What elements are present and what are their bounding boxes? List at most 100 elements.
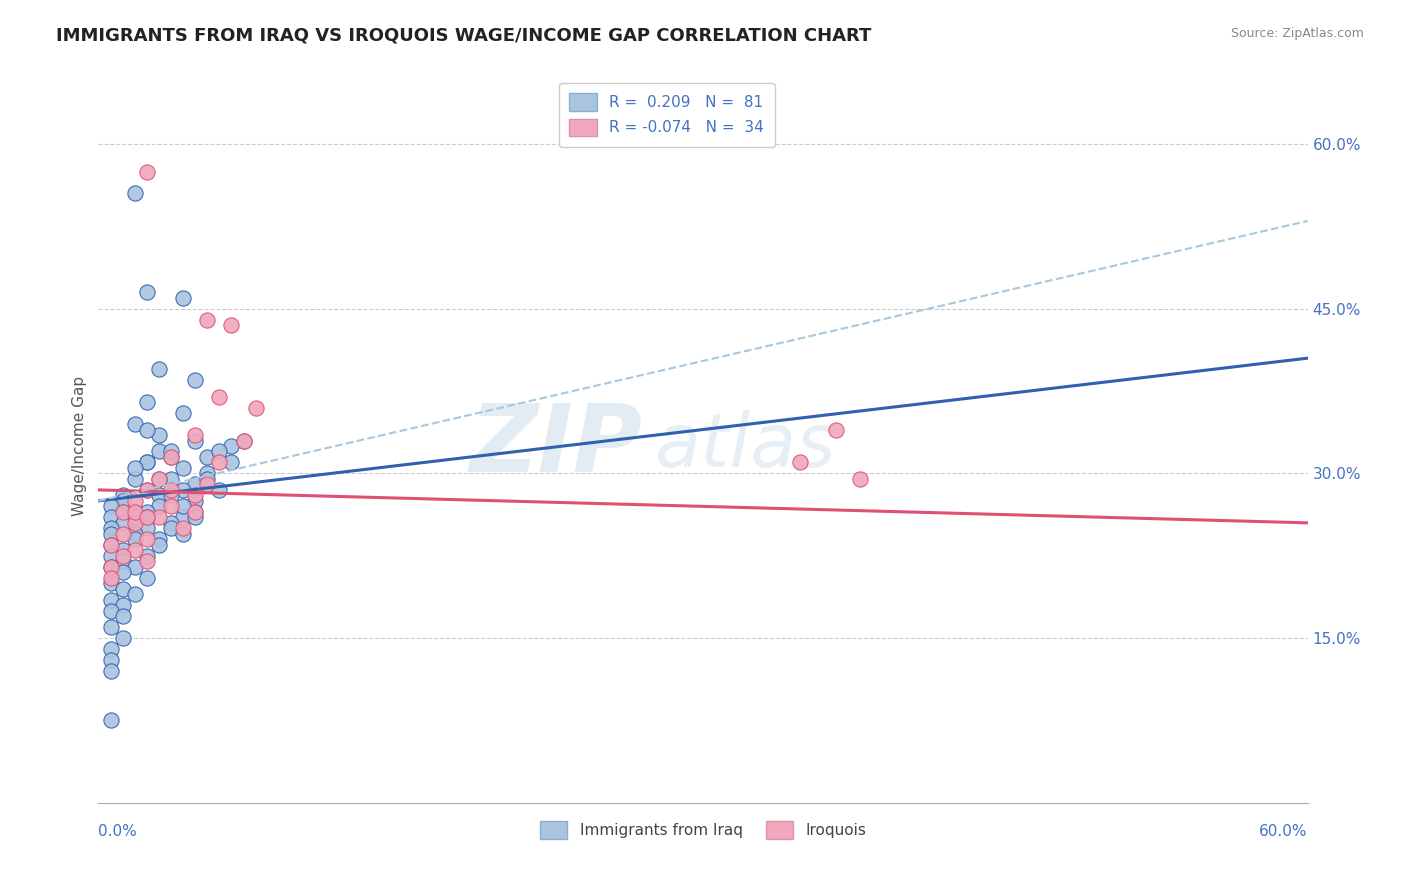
Point: [111, 609, 134, 624]
Point: [135, 505, 157, 519]
Point: [124, 186, 146, 201]
Point: [100, 714, 122, 728]
Point: [184, 488, 207, 502]
Point: [135, 510, 157, 524]
Point: [111, 598, 134, 612]
Point: [160, 450, 183, 464]
Point: [172, 483, 194, 497]
Point: [195, 477, 218, 491]
Point: [100, 500, 122, 514]
Point: [100, 620, 122, 634]
Legend: Immigrants from Iraq, Iroquois: Immigrants from Iraq, Iroquois: [534, 815, 872, 845]
Point: [100, 559, 122, 574]
Point: [100, 538, 122, 552]
Point: [100, 642, 122, 657]
Point: [208, 444, 231, 458]
Point: [100, 576, 122, 591]
Point: [184, 494, 207, 508]
Point: [100, 604, 122, 618]
Point: [124, 461, 146, 475]
Point: [148, 362, 170, 376]
Text: IMMIGRANTS FROM IRAQ VS IROQUOIS WAGE/INCOME GAP CORRELATION CHART: IMMIGRANTS FROM IRAQ VS IROQUOIS WAGE/IN…: [56, 27, 872, 45]
Point: [135, 521, 157, 535]
Point: [160, 500, 183, 514]
Point: [172, 510, 194, 524]
Point: [100, 521, 122, 535]
Point: [124, 510, 146, 524]
Point: [100, 549, 122, 563]
Point: [135, 455, 157, 469]
Point: [111, 494, 134, 508]
Point: [195, 472, 218, 486]
Point: [148, 472, 170, 486]
Point: [208, 483, 231, 497]
Point: [148, 488, 170, 502]
Point: [221, 439, 243, 453]
Point: [789, 455, 811, 469]
Point: [135, 423, 157, 437]
Point: [100, 653, 122, 667]
Point: [135, 483, 157, 497]
Y-axis label: Wage/Income Gap: Wage/Income Gap: [72, 376, 87, 516]
Point: [135, 533, 157, 547]
Text: atlas: atlas: [655, 410, 837, 482]
Point: [172, 406, 194, 420]
Point: [124, 559, 146, 574]
Point: [160, 450, 183, 464]
Point: [160, 516, 183, 530]
Point: [184, 510, 207, 524]
Point: [148, 510, 170, 524]
Text: ZIP: ZIP: [470, 400, 643, 492]
Point: [100, 510, 122, 524]
Point: [160, 444, 183, 458]
Point: [135, 554, 157, 568]
Point: [111, 505, 134, 519]
Point: [135, 455, 157, 469]
Point: [160, 472, 183, 486]
Point: [208, 390, 231, 404]
Point: [184, 434, 207, 448]
Text: Source: ZipAtlas.com: Source: ZipAtlas.com: [1230, 27, 1364, 40]
Point: [135, 285, 157, 300]
Point: [100, 592, 122, 607]
Point: [148, 428, 170, 442]
Point: [195, 467, 218, 481]
Point: [111, 488, 134, 502]
Point: [232, 434, 254, 448]
Point: [111, 554, 134, 568]
Point: [124, 516, 146, 530]
Point: [849, 472, 872, 486]
Point: [825, 423, 848, 437]
Point: [221, 318, 243, 333]
Point: [111, 505, 134, 519]
Point: [172, 521, 194, 535]
Point: [124, 505, 146, 519]
Point: [184, 505, 207, 519]
Point: [135, 510, 157, 524]
Point: [184, 477, 207, 491]
Point: [172, 500, 194, 514]
Point: [184, 505, 207, 519]
Point: [232, 434, 254, 448]
Point: [135, 164, 157, 178]
Point: [100, 526, 122, 541]
Point: [111, 526, 134, 541]
Point: [148, 500, 170, 514]
Point: [135, 549, 157, 563]
Point: [135, 483, 157, 497]
Point: [160, 488, 183, 502]
Point: [124, 516, 146, 530]
Point: [148, 533, 170, 547]
Text: 60.0%: 60.0%: [1260, 824, 1308, 839]
Point: [245, 401, 267, 415]
Point: [111, 631, 134, 645]
Point: [100, 664, 122, 678]
Point: [172, 526, 194, 541]
Point: [124, 417, 146, 431]
Point: [195, 312, 218, 326]
Point: [160, 483, 183, 497]
Point: [124, 543, 146, 558]
Point: [111, 543, 134, 558]
Point: [184, 373, 207, 387]
Point: [135, 571, 157, 585]
